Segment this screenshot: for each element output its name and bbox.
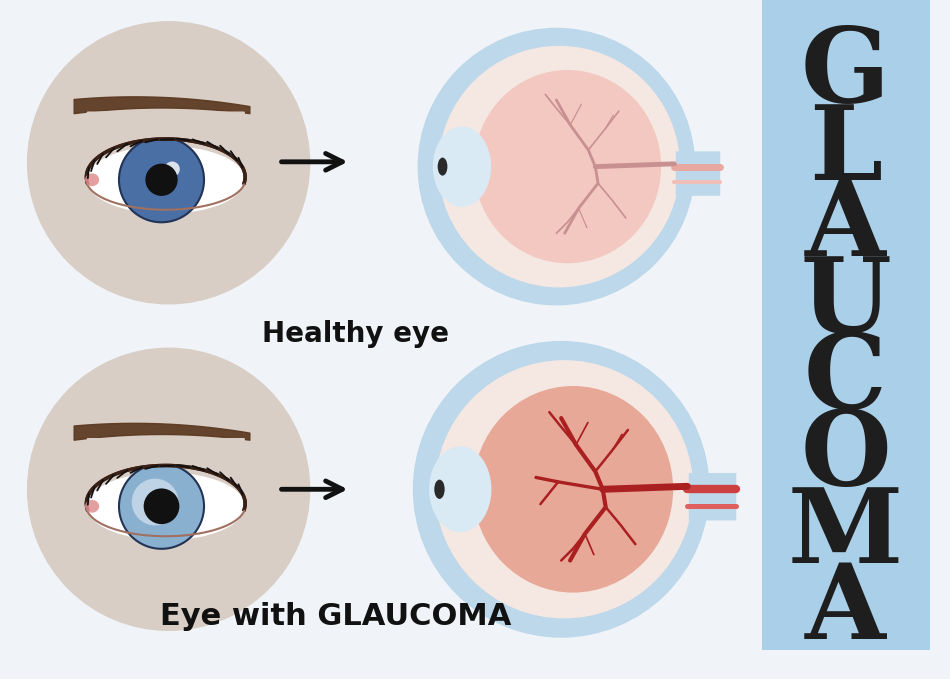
Ellipse shape [433, 126, 491, 207]
Circle shape [119, 464, 204, 549]
Circle shape [143, 488, 180, 524]
Text: L: L [809, 100, 883, 202]
Text: M: M [788, 483, 903, 585]
Circle shape [132, 479, 179, 526]
Text: A: A [805, 176, 886, 278]
Polygon shape [86, 112, 245, 183]
Ellipse shape [85, 173, 99, 186]
Text: O: O [800, 406, 891, 508]
FancyBboxPatch shape [675, 151, 720, 196]
Text: U: U [800, 253, 891, 355]
Circle shape [27, 21, 311, 304]
Text: C: C [804, 329, 887, 431]
Ellipse shape [434, 479, 445, 499]
Ellipse shape [474, 70, 661, 263]
Text: Eye with GLAUCOMA: Eye with GLAUCOMA [161, 602, 512, 631]
Ellipse shape [86, 473, 245, 540]
Ellipse shape [85, 500, 99, 513]
Polygon shape [86, 439, 245, 509]
Circle shape [438, 45, 680, 287]
Ellipse shape [429, 446, 491, 532]
Ellipse shape [438, 158, 447, 176]
FancyBboxPatch shape [689, 473, 736, 521]
Text: G: G [801, 23, 890, 125]
Circle shape [435, 360, 694, 619]
Circle shape [145, 164, 178, 196]
Circle shape [27, 348, 311, 631]
Circle shape [418, 28, 695, 306]
Ellipse shape [473, 386, 674, 593]
Circle shape [412, 341, 710, 638]
Circle shape [164, 162, 180, 177]
Text: Healthy eye: Healthy eye [262, 320, 448, 348]
Ellipse shape [86, 146, 245, 214]
Text: A: A [805, 559, 886, 661]
Circle shape [119, 137, 204, 222]
Bar [762, 0, 930, 650]
